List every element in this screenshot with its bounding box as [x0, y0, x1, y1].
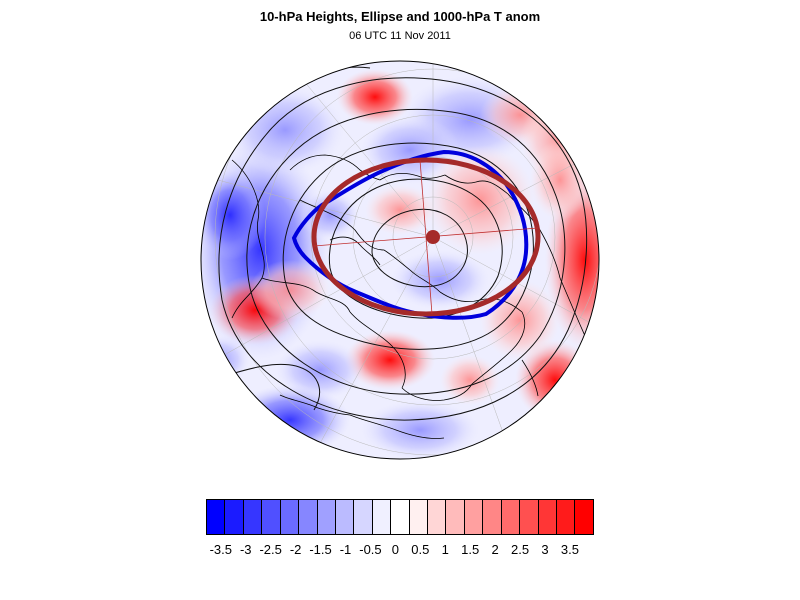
colorbar-box [280, 500, 300, 534]
colorbar-tick-label: 0.5 [411, 542, 430, 557]
colorbar-box [501, 500, 521, 534]
colorbar-tick-label: 1.5 [461, 542, 480, 557]
colorbar-tick-label: -0.5 [359, 542, 382, 557]
temperature-anomaly-field [201, 61, 599, 459]
colorbar-tick-label: 3.5 [560, 542, 580, 557]
colorbar-box [207, 500, 226, 534]
colorbar-box [575, 500, 593, 534]
colorbar-tick-label: -3.5 [209, 542, 232, 557]
colorbar-tick-label: -3 [239, 542, 252, 557]
colorbar-box [372, 500, 392, 534]
chart-subtitle: 06 UTC 11 Nov 2011 [349, 30, 451, 42]
colorbar-box [446, 500, 465, 534]
colorbar-box [428, 500, 447, 534]
colorbar-tick-label: 2.5 [511, 542, 530, 557]
colorbar-tick-label: 0 [391, 542, 399, 557]
graticule [201, 61, 599, 459]
height-contours [209, 66, 588, 421]
colorbar-tick-label: -1 [339, 542, 352, 557]
chart-title: 10-hPa Heights, Ellipse and 1000-hPa T a… [259, 9, 541, 24]
colorbar-box [262, 500, 281, 534]
colorbar-box [557, 500, 576, 534]
colorbar-tick-label: 1 [441, 542, 449, 557]
colorbar-box [225, 500, 244, 534]
colorbar-tick-label: 2 [491, 542, 499, 557]
colorbar-box [354, 500, 373, 534]
colorbar-box [538, 500, 558, 534]
ellipse-center-marker [426, 230, 440, 244]
colorbar-box [243, 500, 263, 534]
colorbar-box [391, 500, 410, 534]
colorbar-box [299, 500, 318, 534]
colorbar-box [409, 500, 429, 534]
colorbar-box [464, 500, 484, 534]
vortex-edge-contour [291, 149, 529, 320]
globe-outline [200, 60, 600, 460]
colorbar-box [335, 500, 355, 534]
colorbar-tick-label: -2 [289, 542, 302, 557]
colorbar-box [483, 500, 502, 534]
colorbar-tick-labels: -3.5 -3 -2.5 -2 -1.5 -1 -0.5 0 0.5 1 1.5 2 2.5 3 3.5 [0, 542, 800, 560]
colorbar-box [520, 500, 539, 534]
colorbar-tick-label: -2.5 [259, 542, 282, 557]
vortex-ellipse [311, 157, 541, 317]
colorbar-box [317, 500, 336, 534]
colorbar-tick-label: 3 [541, 542, 549, 557]
colorbar-tick-label: -1.5 [309, 542, 332, 557]
colorbar [206, 499, 594, 535]
